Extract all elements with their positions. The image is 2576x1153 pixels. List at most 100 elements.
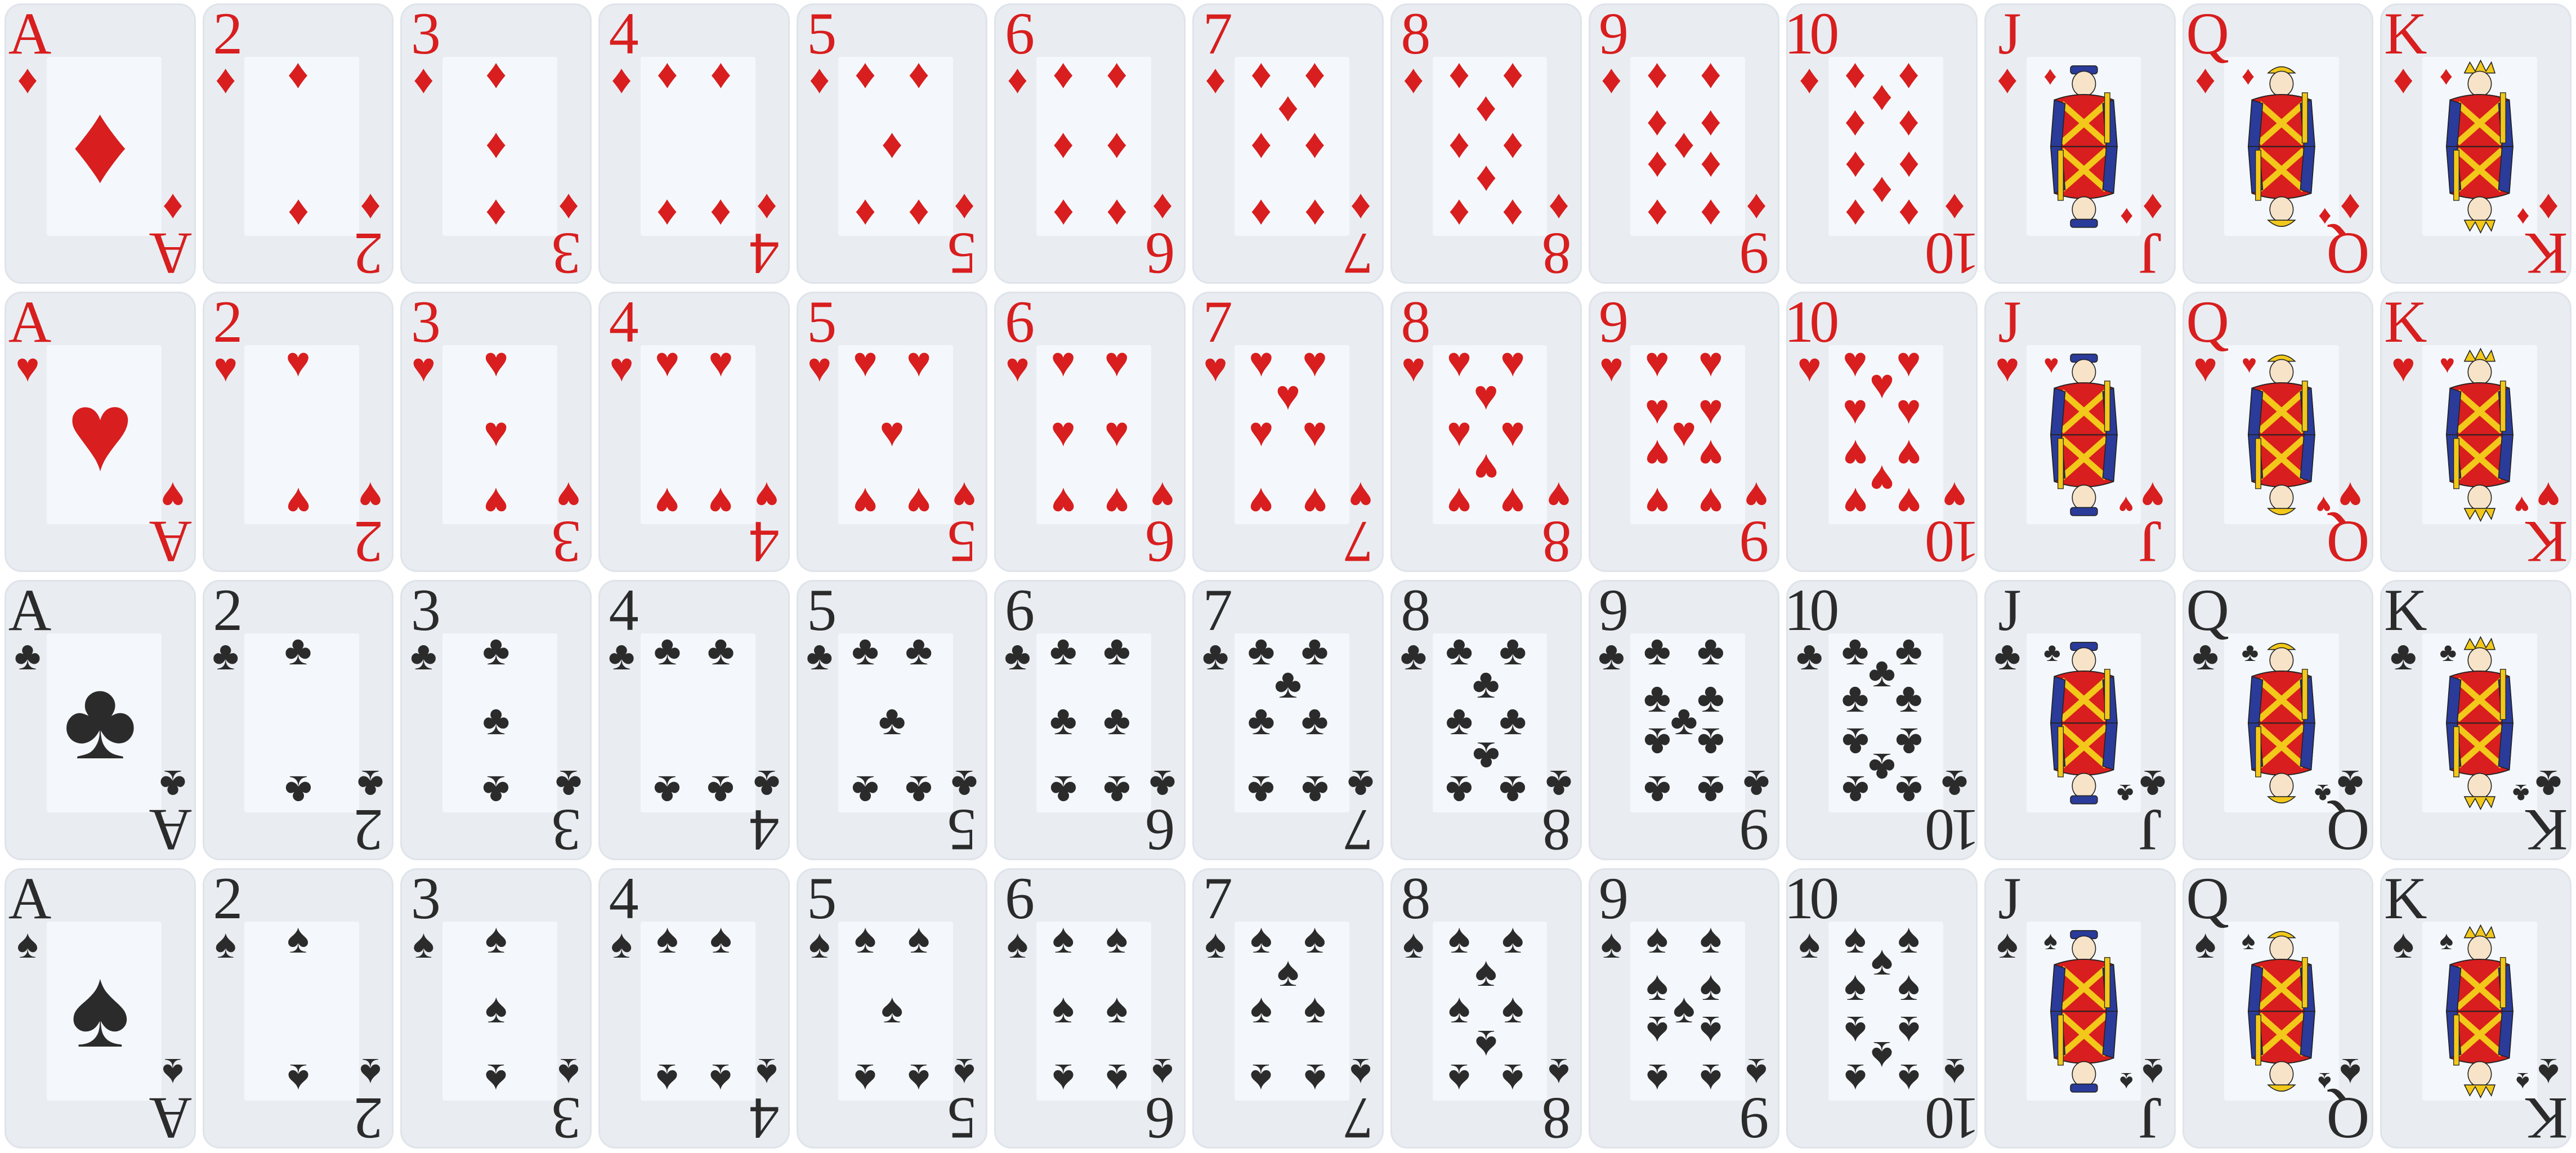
card-7-of-spades[interactable]: 7 ♠ 7 ♠ ♠ ♠ ♠ ♠ ♠ ♠ ♠ bbox=[1192, 868, 1384, 1148]
card-9-of-clubs[interactable]: 9 ♣ 9 ♣ ♣ ♣ ♣ ♣ ♣ ♣ ♣ ♣ ♣ bbox=[1588, 580, 1780, 860]
hearts-icon: ♥ bbox=[2193, 345, 2217, 391]
spades-icon: ♠ bbox=[755, 1049, 777, 1095]
card-9-of-spades[interactable]: 9 ♠ 9 ♠ ♠ ♠ ♠ ♠ ♠ ♠ ♠ ♠ ♠ bbox=[1588, 868, 1780, 1148]
card-q-of-spades[interactable]: Q ♠ Q ♠ ♠ ♠ bbox=[2182, 868, 2374, 1148]
hearts-icon: ♥ bbox=[1744, 473, 1769, 519]
card-5-of-clubs[interactable]: 5 ♣ 5 ♣ ♣ ♣ ♣ ♣ ♣ bbox=[796, 580, 988, 860]
card-4-of-spades[interactable]: 4 ♠ 4 ♠ ♠ ♠ ♠ ♠ bbox=[598, 868, 790, 1148]
card-9-of-hearts[interactable]: 9 ♥ 9 ♥ ♥ ♥ ♥ ♥ ♥ ♥ ♥ ♥ ♥ bbox=[1588, 292, 1780, 572]
card-index-top: 7 ♠ bbox=[1196, 868, 1235, 964]
card-10-of-diamonds[interactable]: 10 ♦ 10 ♦ ♦ ♦ ♦ ♦ ♦ ♦ ♦ ♦ ♦ ♦ bbox=[1786, 3, 1978, 284]
card-2-of-hearts[interactable]: 2 ♥ 2 ♥ ♥ ♥ bbox=[202, 292, 394, 572]
card-3-of-clubs[interactable]: 3 ♣ 3 ♣ ♣ ♣ ♣ bbox=[400, 580, 592, 860]
jack-figure-icon bbox=[2050, 641, 2118, 805]
clubs-icon: ♣ bbox=[707, 626, 735, 673]
spades-icon: ♠ bbox=[1448, 914, 1470, 962]
hearts-icon: ♥ bbox=[1797, 345, 1822, 391]
card-10-of-spades[interactable]: 10 ♠ 10 ♠ ♠ ♠ ♠ ♠ ♠ ♠ ♠ ♠ ♠ ♠ bbox=[1786, 868, 1978, 1148]
diamonds-icon: ♦ bbox=[485, 190, 507, 238]
card-6-of-diamonds[interactable]: 6 ♦ 6 ♦ ♦ ♦ ♦ ♦ ♦ ♦ bbox=[994, 3, 1186, 284]
card-k-of-clubs[interactable]: K ♣ K ♣ ♣ ♣ bbox=[2380, 580, 2571, 860]
card-8-of-clubs[interactable]: 8 ♣ 8 ♣ ♣ ♣ ♣ ♣ ♣ ♣ ♣ ♣ bbox=[1390, 580, 1582, 860]
card-q-of-clubs[interactable]: Q ♣ Q ♣ ♣ ♣ bbox=[2182, 580, 2374, 860]
card-index-top: 6 ♥ bbox=[998, 292, 1037, 388]
card-rank: J bbox=[2143, 509, 2162, 572]
card-5-of-diamonds[interactable]: 5 ♦ 5 ♦ ♦ ♦ ♦ ♦ ♦ bbox=[796, 3, 988, 284]
card-6-of-spades[interactable]: 6 ♠ 6 ♠ ♠ ♠ ♠ ♠ ♠ ♠ bbox=[994, 868, 1186, 1148]
card-3-of-diamonds[interactable]: 3 ♦ 3 ♦ ♦ ♦ ♦ bbox=[400, 3, 592, 284]
card-7-of-clubs[interactable]: 7 ♣ 7 ♣ ♣ ♣ ♣ ♣ ♣ ♣ ♣ bbox=[1192, 580, 1384, 860]
diamonds-icon: ♦ bbox=[1898, 142, 1920, 190]
hearts-icon: ♥ bbox=[1671, 408, 1697, 455]
hearts-icon: ♥ bbox=[1500, 338, 1526, 385]
diamonds-icon: ♦ bbox=[1007, 57, 1028, 102]
card-a-of-diamonds[interactable]: A ♦ A ♦ ♦ bbox=[5, 3, 196, 284]
card-rank: K bbox=[2384, 3, 2427, 66]
card-6-of-hearts[interactable]: 6 ♥ 6 ♥ ♥ ♥ ♥ ♥ ♥ ♥ bbox=[994, 292, 1186, 572]
card-j-of-spades[interactable]: J ♠ J ♠ ♠ ♠ bbox=[1984, 868, 2176, 1148]
card-index-top: 9 ♦ bbox=[1592, 3, 1631, 100]
card-rank: A bbox=[153, 1085, 192, 1148]
card-3-of-hearts[interactable]: 3 ♥ 3 ♥ ♥ ♥ ♥ bbox=[400, 292, 592, 572]
card-a-of-clubs[interactable]: A ♣ A ♣ ♣ bbox=[5, 580, 196, 860]
clubs-icon: ♣ bbox=[1247, 767, 1275, 814]
card-center-panel bbox=[442, 56, 557, 236]
card-7-of-diamonds[interactable]: 7 ♦ 7 ♦ ♦ ♦ ♦ ♦ ♦ ♦ ♦ bbox=[1192, 3, 1384, 284]
card-4-of-clubs[interactable]: 4 ♣ 4 ♣ ♣ ♣ ♣ ♣ bbox=[598, 580, 790, 860]
card-8-of-diamonds[interactable]: 8 ♦ 8 ♦ ♦ ♦ ♦ ♦ ♦ ♦ ♦ ♦ bbox=[1390, 3, 1582, 284]
card-rank: 4 bbox=[754, 509, 780, 572]
diamonds-icon: ♦ bbox=[1700, 190, 1721, 238]
hearts-icon: ♥ bbox=[1447, 479, 1472, 526]
card-2-of-clubs[interactable]: 2 ♣ 2 ♣ ♣ ♣ bbox=[202, 580, 394, 860]
card-rank: 10 bbox=[1929, 797, 1978, 860]
card-q-of-diamonds[interactable]: Q ♦ Q ♦ ♦ ♦ bbox=[2182, 3, 2374, 284]
card-8-of-spades[interactable]: 8 ♠ 8 ♠ ♠ ♠ ♠ ♠ ♠ ♠ ♠ ♠ bbox=[1390, 868, 1582, 1148]
card-rank: 6 bbox=[1150, 221, 1175, 284]
card-4-of-diamonds[interactable]: 4 ♦ 4 ♦ ♦ ♦ ♦ ♦ bbox=[598, 3, 790, 284]
spades-icon: ♠ bbox=[1700, 914, 1722, 962]
hearts-icon: ♥ bbox=[708, 338, 734, 385]
card-a-of-hearts[interactable]: A ♥ A ♥ ♥ bbox=[5, 292, 196, 572]
diamonds-icon: ♦ bbox=[1646, 190, 1668, 238]
card-j-of-hearts[interactable]: J ♥ J ♥ ♥ ♥ bbox=[1984, 292, 2176, 572]
hearts-icon: ♥ bbox=[655, 479, 680, 526]
card-index-top: 8 ♦ bbox=[1394, 3, 1433, 100]
card-j-of-diamonds[interactable]: J ♦ J ♦ ♦ ♦ bbox=[1984, 3, 2176, 284]
card-5-of-spades[interactable]: 5 ♠ 5 ♠ ♠ ♠ ♠ ♠ ♠ bbox=[796, 868, 988, 1148]
card-5-of-hearts[interactable]: 5 ♥ 5 ♥ ♥ ♥ ♥ ♥ ♥ bbox=[796, 292, 988, 572]
spades-icon: ♠ bbox=[2537, 1049, 2560, 1095]
clubs-icon: ♣ bbox=[1841, 767, 1869, 814]
card-7-of-hearts[interactable]: 7 ♥ 7 ♥ ♥ ♥ ♥ ♥ ♥ ♥ ♥ bbox=[1192, 292, 1384, 572]
card-rank: 7 bbox=[1348, 797, 1374, 860]
card-index-top: 7 ♣ bbox=[1196, 580, 1235, 676]
card-k-of-diamonds[interactable]: K ♦ K ♦ ♦ ♦ bbox=[2380, 3, 2571, 284]
card-q-of-hearts[interactable]: Q ♥ Q ♥ ♥ ♥ bbox=[2182, 292, 2374, 572]
card-rank: 9 bbox=[1743, 797, 1769, 860]
card-4-of-hearts[interactable]: 4 ♥ 4 ♥ ♥ ♥ ♥ ♥ bbox=[598, 292, 790, 572]
clubs-icon: ♣ bbox=[2337, 761, 2364, 807]
card-k-of-hearts[interactable]: K ♥ K ♥ ♥ ♥ bbox=[2380, 292, 2571, 572]
card-3-of-spades[interactable]: 3 ♠ 3 ♠ ♠ ♠ ♠ bbox=[400, 868, 592, 1148]
card-2-of-spades[interactable]: 2 ♠ 2 ♠ ♠ ♠ bbox=[202, 868, 394, 1148]
card-index-top: 2 ♥ bbox=[206, 292, 245, 388]
clubs-icon: ♣ bbox=[1445, 767, 1473, 814]
card-2-of-diamonds[interactable]: 2 ♦ 2 ♦ ♦ ♦ bbox=[202, 3, 394, 284]
hearts-icon: ♥ bbox=[2514, 491, 2530, 521]
card-index-top: 3 ♣ bbox=[404, 580, 443, 676]
diamonds-icon: ♦ bbox=[1106, 190, 1128, 238]
diamonds-icon: ♦ bbox=[1944, 185, 1965, 230]
card-10-of-hearts[interactable]: 10 ♥ 10 ♥ ♥ ♥ ♥ ♥ ♥ ♥ ♥ ♥ ♥ ♥ bbox=[1786, 292, 1978, 572]
card-rank: 2 bbox=[357, 509, 383, 572]
clubs-icon: ♣ bbox=[1445, 696, 1473, 743]
clubs-icon: ♣ bbox=[1103, 767, 1131, 814]
card-10-of-clubs[interactable]: 10 ♣ 10 ♣ ♣ ♣ ♣ ♣ ♣ ♣ ♣ ♣ ♣ ♣ bbox=[1786, 580, 1978, 860]
card-k-of-spades[interactable]: K ♠ K ♠ ♠ ♠ bbox=[2380, 868, 2571, 1148]
card-j-of-clubs[interactable]: J ♣ J ♣ ♣ ♣ bbox=[1984, 580, 2176, 860]
card-9-of-diamonds[interactable]: 9 ♦ 9 ♦ ♦ ♦ ♦ ♦ ♦ ♦ ♦ ♦ ♦ bbox=[1588, 3, 1780, 284]
card-6-of-clubs[interactable]: 6 ♣ 6 ♣ ♣ ♣ ♣ ♣ ♣ ♣ bbox=[994, 580, 1186, 860]
card-8-of-hearts[interactable]: 8 ♥ 8 ♥ ♥ ♥ ♥ ♥ ♥ ♥ ♥ ♥ bbox=[1390, 292, 1582, 572]
diamonds-icon: ♦ bbox=[485, 120, 507, 167]
spades-icon: ♠ bbox=[1475, 1021, 1497, 1069]
card-a-of-spades[interactable]: A ♠ A ♠ ♠ bbox=[5, 868, 196, 1148]
card-index-bottom: 9 ♥ bbox=[1737, 473, 1776, 572]
